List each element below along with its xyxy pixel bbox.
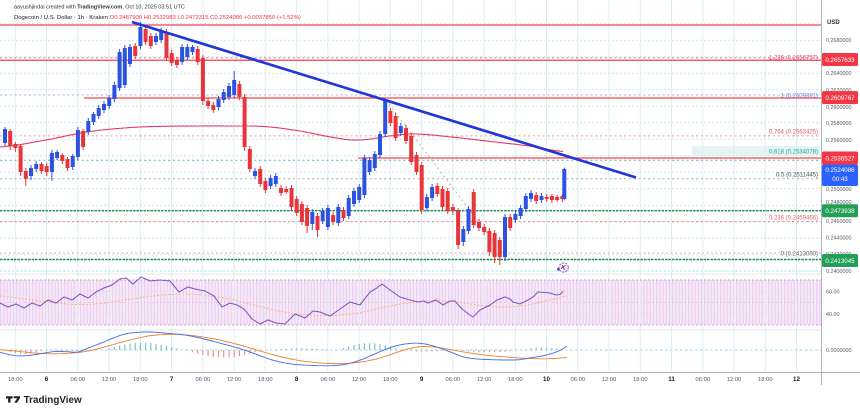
- svg-text:40.00: 40.00: [826, 312, 840, 318]
- svg-text:60.00: 60.00: [826, 290, 840, 296]
- svg-text:0.2640000: 0.2640000: [826, 71, 851, 77]
- svg-text:12:00: 12:00: [727, 377, 742, 383]
- svg-text:18:00: 18:00: [508, 377, 523, 383]
- svg-text:Dogecoin / U.S. Dollar · 1h ·: Dogecoin / U.S. Dollar · 1h · Kraken O0.…: [14, 15, 301, 21]
- svg-text:6: 6: [45, 376, 49, 383]
- svg-text:0 (0.2413000): 0 (0.2413000): [781, 251, 818, 257]
- svg-text:8: 8: [295, 376, 299, 383]
- svg-text:06:00: 06:00: [196, 377, 211, 383]
- svg-text:1 (0.2609881): 1 (0.2609881): [781, 93, 818, 99]
- svg-text:0.2524086: 0.2524086: [825, 167, 855, 174]
- svg-text:00:43: 00:43: [832, 176, 848, 183]
- svg-text:0.5 (0.2511445): 0.5 (0.2511445): [776, 172, 818, 178]
- svg-text:0.2560000: 0.2560000: [826, 138, 851, 144]
- svg-text:0.2473938: 0.2473938: [825, 208, 855, 215]
- svg-text:12:00: 12:00: [102, 377, 117, 383]
- svg-text:06:00: 06:00: [446, 377, 461, 383]
- svg-text:TradingView: TradingView: [24, 395, 82, 406]
- svg-text:0.764 (0.2563425): 0.764 (0.2563425): [769, 129, 818, 135]
- svg-text:0.2413045: 0.2413045: [825, 258, 855, 265]
- svg-text:0.618 (0.2534078): 0.618 (0.2534078): [769, 149, 818, 155]
- svg-text:0.2580000: 0.2580000: [826, 121, 851, 127]
- svg-text:0.2500000: 0.2500000: [826, 187, 851, 193]
- svg-text:9: 9: [420, 376, 424, 383]
- svg-text:0.2460000: 0.2460000: [826, 219, 851, 225]
- svg-text:18:00: 18:00: [133, 377, 148, 383]
- svg-text:aayushjindal created with Trad: aayushjindal created with TradingView.co…: [14, 5, 185, 11]
- svg-text:0.0000000: 0.0000000: [826, 348, 851, 354]
- svg-text:USD: USD: [827, 20, 840, 26]
- svg-text:12:00: 12:00: [352, 377, 367, 383]
- svg-text:7: 7: [170, 376, 174, 383]
- svg-text:0.2600000: 0.2600000: [826, 105, 851, 111]
- svg-text:0.2680000: 0.2680000: [826, 38, 851, 44]
- svg-text:06:00: 06:00: [571, 377, 586, 383]
- svg-text:1.236 (0.2656757): 1.236 (0.2656757): [769, 55, 818, 61]
- svg-text:0.2440000: 0.2440000: [826, 236, 851, 242]
- svg-text:12:00: 12:00: [227, 377, 242, 383]
- svg-text:10: 10: [543, 376, 550, 383]
- svg-text:18:00: 18:00: [258, 377, 273, 383]
- svg-text:06:00: 06:00: [321, 377, 336, 383]
- svg-text:18:00: 18:00: [8, 377, 23, 383]
- svg-text:18:00: 18:00: [758, 377, 773, 383]
- svg-text:12:00: 12:00: [477, 377, 492, 383]
- svg-text:12: 12: [793, 376, 800, 383]
- svg-text:06:00: 06:00: [696, 377, 711, 383]
- svg-text:0.2609767: 0.2609767: [825, 95, 855, 102]
- svg-text:0.2657633: 0.2657633: [825, 57, 855, 64]
- svg-text:0.236 (0.2459466): 0.236 (0.2459466): [769, 215, 818, 221]
- svg-text:11: 11: [668, 376, 675, 383]
- svg-text:0.2400000: 0.2400000: [826, 269, 851, 275]
- svg-text:06:00: 06:00: [71, 377, 86, 383]
- svg-text:18:00: 18:00: [633, 377, 648, 383]
- svg-text:18:00: 18:00: [383, 377, 398, 383]
- svg-text:12:00: 12:00: [602, 377, 617, 383]
- svg-text:0.2536527: 0.2536527: [825, 155, 855, 162]
